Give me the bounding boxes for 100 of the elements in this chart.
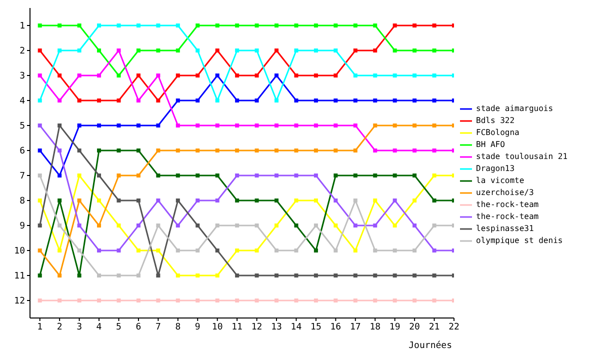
point — [294, 48, 298, 52]
point — [392, 224, 397, 228]
point — [196, 298, 200, 302]
point — [294, 224, 298, 228]
point — [196, 148, 200, 152]
point — [97, 198, 102, 202]
point — [136, 224, 140, 228]
point — [235, 124, 240, 128]
point — [97, 274, 102, 278]
point — [353, 248, 358, 252]
point — [77, 174, 82, 178]
point — [334, 224, 338, 228]
point — [432, 224, 436, 228]
legend-label: Dragon13 — [476, 164, 515, 174]
point — [176, 298, 180, 302]
point — [97, 148, 102, 152]
point — [392, 174, 397, 178]
x-tick-label: 15 — [310, 322, 322, 332]
point — [196, 224, 200, 228]
legend-label: stade toulousain 21 — [476, 152, 568, 162]
point — [274, 274, 279, 278]
point — [373, 24, 378, 28]
point — [353, 274, 358, 278]
point — [274, 24, 279, 28]
legend-label: lespinasse31 — [476, 224, 534, 234]
point — [58, 124, 62, 128]
point — [334, 74, 338, 78]
point — [235, 74, 240, 78]
x-tick-label: 16 — [330, 322, 342, 332]
y-tick-label: 4 — [20, 96, 25, 107]
point — [136, 174, 140, 178]
point — [116, 224, 121, 228]
point — [334, 274, 338, 278]
point — [235, 24, 240, 28]
point — [176, 174, 180, 178]
legend-label: uzerchoise/3 — [476, 188, 534, 198]
point — [215, 124, 220, 128]
point — [38, 24, 42, 28]
x-tick-label: 22 — [448, 322, 460, 332]
point — [38, 298, 42, 302]
point — [77, 74, 82, 78]
point — [215, 224, 220, 228]
point — [176, 248, 180, 252]
point — [294, 98, 298, 102]
x-tick-label: 9 — [194, 322, 200, 332]
x-tick-label: 7 — [155, 322, 161, 332]
point — [373, 274, 378, 278]
point — [314, 74, 318, 78]
point — [353, 98, 358, 102]
point — [254, 24, 259, 28]
legend-label: Bdls 322 — [476, 116, 515, 126]
line-series — [38, 24, 454, 102]
point — [392, 248, 397, 252]
point — [392, 298, 397, 302]
point — [373, 124, 378, 128]
point — [254, 224, 259, 228]
point — [314, 198, 318, 202]
point — [215, 174, 220, 178]
point — [254, 274, 259, 278]
point — [196, 198, 200, 202]
point — [274, 248, 279, 252]
point — [77, 274, 82, 278]
legend-label: the-rock-team — [476, 200, 539, 210]
point — [136, 74, 140, 78]
x-tick-label: 2 — [56, 322, 62, 332]
point — [254, 74, 259, 78]
point — [58, 74, 62, 78]
point — [392, 74, 397, 78]
point — [294, 74, 298, 78]
point — [97, 174, 102, 178]
point — [373, 148, 378, 152]
point — [314, 148, 318, 152]
point — [334, 124, 338, 128]
point — [353, 224, 358, 228]
point — [254, 174, 259, 178]
point — [235, 224, 240, 228]
point — [58, 174, 62, 178]
point — [215, 248, 220, 252]
point — [38, 48, 42, 52]
point — [334, 24, 338, 28]
legend-label: stade aimarguois — [476, 104, 554, 114]
point — [353, 148, 358, 152]
point — [274, 298, 279, 302]
point — [274, 74, 279, 78]
point — [412, 298, 417, 302]
point — [334, 174, 338, 178]
point — [97, 124, 102, 128]
point — [156, 198, 160, 202]
point — [116, 24, 121, 28]
y-tick-label: 6 — [20, 146, 25, 157]
point — [176, 98, 180, 102]
point — [116, 298, 121, 302]
point — [38, 274, 42, 278]
point — [274, 174, 279, 178]
point — [274, 124, 279, 128]
point — [254, 98, 259, 102]
point — [58, 274, 62, 278]
point — [136, 248, 140, 252]
x-tick-label: 13 — [271, 322, 282, 332]
point — [274, 224, 279, 228]
